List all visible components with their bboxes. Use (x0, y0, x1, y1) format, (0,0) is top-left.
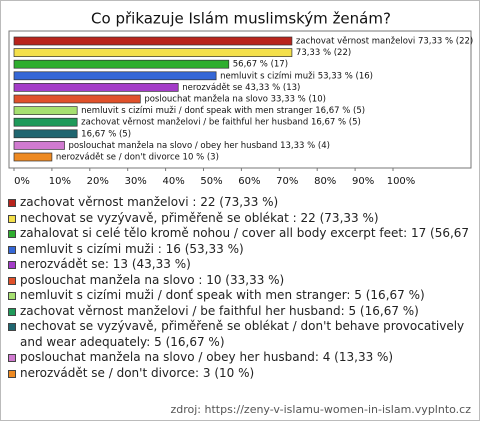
legend-label: zahalovat si celé tělo kromě nohou / cov… (20, 226, 473, 240)
data-label: 16,67 % (5) (81, 129, 131, 139)
legend-label: poslouchat manžela na slovo / obey her h… (20, 350, 394, 364)
data-label: zachovat věrnost manželovi 73,33 % (22) (296, 37, 473, 47)
legend-item: zachovat věrnost manželovi / be faithful… (7, 304, 473, 320)
legend-swatch (8, 245, 16, 254)
chart: Co přikazuje Islám muslimským ženám? 0% 1… (8, 10, 473, 187)
data-label: zachovat věrnost manželovi / be faithful… (81, 118, 361, 128)
legend: zachovat věrnost manželovi : 22 (73,33 %… (7, 195, 473, 381)
legend-swatch (8, 230, 16, 238)
bar (13, 94, 141, 104)
data-label: 73,33 % (22) (296, 48, 351, 58)
legend-item: nemluvit s cizími muži / donť speak with… (7, 288, 473, 304)
legend-item: poslouchat manžela na slovo / obey her h… (7, 350, 473, 366)
legend-item: nerozvádět se: 13 (43,33 %) (7, 257, 473, 273)
data-label: 56,67 % (17) (233, 60, 288, 70)
legend-item: nerozvádět se / don't divorce: 3 (10 %) (7, 366, 473, 382)
bar (13, 59, 230, 69)
legend-label: nemluvit s cizími muži : 16 (53,33 %) (20, 241, 244, 256)
legend-item: nechovat se vyzývavě, přiměřeně se oblék… (7, 211, 473, 227)
legend-label: nemluvit s cizími muži / donť speak with… (20, 288, 425, 302)
x-tick-label: 50% (200, 176, 222, 187)
x-tick-label: 100% (387, 176, 416, 187)
data-label: nerozvádět se 43,33 % (13) (182, 83, 300, 93)
legend-label: nechovat se vyzývavě, přiměřeně se oblék… (20, 210, 379, 225)
legend-label: poslouchat manžela na slovo : 10 (33,33 … (20, 272, 285, 287)
legend-swatch (8, 276, 16, 285)
legend-item: nemluvit s cizími muži : 16 (53,33 %) (7, 242, 473, 258)
bar (13, 83, 179, 92)
data-label: nemluvit s cizími muži / donť speak with… (81, 106, 365, 116)
data-label: nerozvádět se / don't divorce 10 % (3) (56, 153, 219, 163)
legend-swatch (8, 307, 16, 316)
x-tick-label: 0% (14, 176, 30, 187)
x-tick-label: 70% (276, 176, 298, 187)
x-tick-label: 80% (314, 176, 336, 187)
legend-label: nechovat se vyzývavě, přiměřeně se oblék… (20, 319, 465, 349)
data-label: nemluvit s cizími muži 53,33 % (16) (220, 71, 373, 81)
x-tick-label: 90% (352, 176, 374, 187)
data-label: poslouchat manžela na slovo 33,33 % (10) (144, 95, 326, 105)
legend-label: nerozvádět se / don't divorce: 3 (10 %) (20, 365, 255, 380)
bar (13, 129, 78, 139)
bar (13, 141, 65, 150)
x-tick-label: 60% (238, 176, 260, 187)
bar (13, 48, 293, 57)
chart-title: Co přikazuje Islám muslimským ženám? (91, 10, 391, 28)
x-tick-label: 40% (162, 176, 184, 187)
legend-item: zachovat věrnost manželovi : 22 (73,33 %… (7, 195, 473, 211)
bar (13, 71, 217, 81)
legend-label: zachovat věrnost manželovi : 22 (73,33 %… (20, 195, 279, 209)
x-tick-label: 30% (125, 176, 147, 187)
source: zdroj: https://zeny-v-islamu-women-in-is… (170, 403, 471, 416)
legend-item: nechovat se vyzývavě, přiměřeně se oblék… (7, 319, 473, 350)
legend-swatch (8, 199, 16, 207)
bar (13, 117, 78, 127)
data-label: poslouchat manžela na slovo / obey her h… (69, 141, 330, 151)
legend-item: poslouchat manžela na slovo : 10 (33,33 … (7, 273, 473, 289)
legend-swatch (8, 214, 16, 223)
legend-swatch (8, 261, 16, 269)
x-tick-label: 10% (49, 176, 71, 187)
legend-swatch (8, 354, 16, 362)
bar (13, 106, 78, 115)
bar (13, 152, 53, 162)
legend-swatch (8, 323, 16, 331)
legend-label: zachovat věrnost manželovi / be faithful… (20, 303, 419, 318)
legend-label: nerozvádět se: 13 (43,33 %) (20, 257, 191, 271)
legend-swatch (8, 369, 16, 378)
x-tick-label: 20% (87, 176, 109, 187)
bar (13, 36, 293, 46)
legend-swatch (8, 292, 16, 300)
legend-item: zahalovat si celé tělo kromě nohou / cov… (7, 226, 473, 242)
